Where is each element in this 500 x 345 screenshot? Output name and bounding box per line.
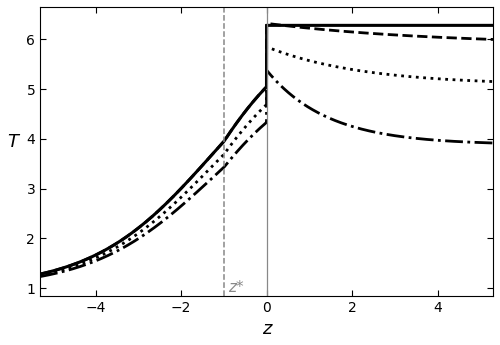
X-axis label: z: z — [262, 320, 272, 338]
Text: z*: z* — [228, 280, 244, 295]
Y-axis label: T: T — [7, 133, 18, 151]
